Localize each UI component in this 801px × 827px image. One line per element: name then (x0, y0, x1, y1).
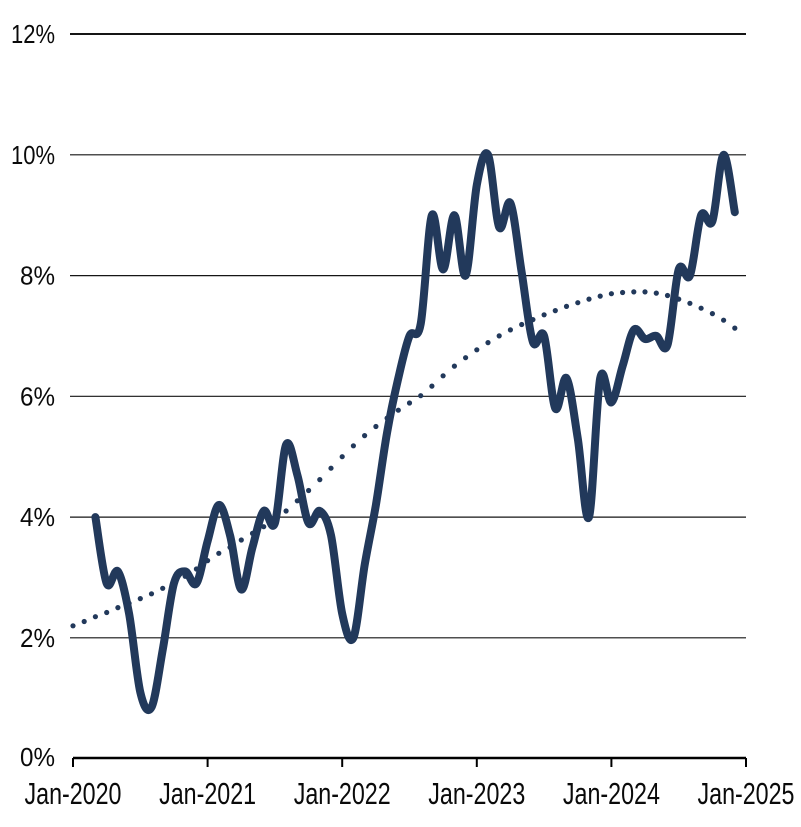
trend-dot (608, 291, 615, 297)
actual-line (91, 149, 739, 715)
y-tick-label: 6% (20, 381, 55, 411)
trend-dot (92, 614, 98, 620)
x-tick-label: Jan-2022 (294, 776, 391, 811)
trend-dot (104, 609, 110, 616)
trend-dot (406, 400, 413, 406)
y-tick-label: 10% (11, 140, 55, 170)
trend-dot (238, 537, 244, 543)
trend-dot (721, 317, 727, 323)
trend-dot (620, 289, 626, 296)
trend-dot (429, 383, 435, 389)
trend-dot (687, 300, 693, 306)
trend-dot (373, 423, 379, 430)
trend-dot (653, 290, 659, 296)
trend-dot (440, 373, 446, 379)
trend-dot (575, 300, 581, 306)
trend-dot (283, 508, 289, 514)
y-tick-label: 0% (20, 742, 55, 772)
trend-dot (563, 303, 570, 309)
trend-dot (216, 550, 222, 556)
trend-dot (519, 321, 525, 328)
trend-dot (395, 407, 401, 413)
trend-dot (732, 325, 738, 331)
trend-dot (496, 333, 502, 339)
y-tick-label: 2% (20, 623, 55, 653)
trend-dot (261, 524, 267, 530)
trend-dot (350, 443, 356, 449)
trend-dot (642, 289, 648, 295)
trend-dot (709, 311, 716, 317)
x-tick-label: Jan-2025 (698, 776, 795, 811)
trend-dot (485, 340, 491, 346)
trend-dot (328, 465, 334, 471)
trend-dot (552, 308, 558, 314)
trend-dot (115, 605, 121, 611)
trend-dot (306, 487, 312, 494)
trend-dot (698, 305, 704, 311)
trend-dot (463, 355, 469, 361)
trend-dot (317, 477, 323, 483)
trend-dot (474, 347, 480, 353)
trend-dot (597, 293, 603, 299)
y-tick-label: 8% (20, 261, 55, 291)
trend-dot (418, 393, 424, 399)
x-tick-label: Jan-2021 (159, 776, 256, 811)
trend-dot (631, 289, 637, 295)
trend-dot (81, 618, 87, 625)
trend-dot (664, 292, 671, 299)
x-tick-label: Jan-2024 (563, 776, 660, 811)
trend-dot (137, 596, 143, 602)
trend-dot (586, 296, 592, 302)
x-tick-label: Jan-2023 (428, 776, 525, 811)
trend-dot (160, 585, 166, 591)
y-tick-label: 4% (20, 502, 55, 532)
trend-dot (148, 591, 155, 597)
trend-dot (541, 312, 547, 318)
trend-dot (339, 454, 345, 460)
y-tick-label: 12% (11, 19, 55, 49)
trend-dot (451, 363, 457, 369)
trend-dot (362, 433, 368, 439)
x-tick-label: Jan-2020 (25, 776, 122, 811)
trend-dot (507, 327, 513, 333)
trend-dot (70, 623, 76, 629)
